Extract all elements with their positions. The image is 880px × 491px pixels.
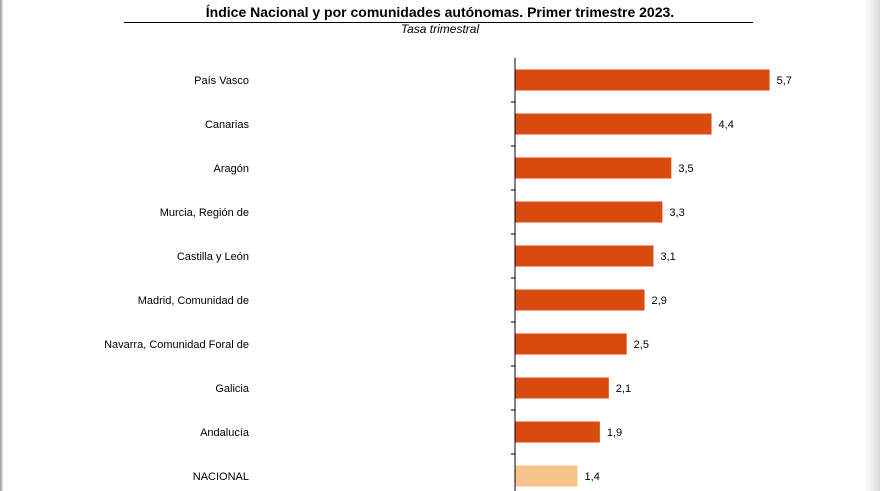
chart-subtitle: Tasa trimestral [400,22,480,36]
value-label-4: 3,1 [660,251,675,263]
value-label-3: 3,3 [669,207,684,219]
value-label-1: 4,4 [719,119,734,131]
category-label-6: Navarra, Comunidad Foral de [104,339,249,351]
value-label-2: 3,5 [678,163,693,175]
category-label-1: Canarias [205,119,250,131]
bar-3 [515,201,663,223]
bar-2 [515,157,672,179]
value-label-8: 1,9 [607,427,622,439]
category-label-4: Castilla y León [177,251,249,263]
bar-0 [515,69,770,91]
window-edge-left [0,0,3,491]
bar-4 [515,245,654,267]
value-label-0: 5,7 [777,75,792,87]
category-label-5: Madrid, Comunidad de [138,295,249,307]
bar-9 [515,465,578,487]
bar-6 [515,333,627,355]
bar-8 [515,421,600,443]
title-rule [124,22,753,23]
category-label-0: País Vasco [194,75,249,87]
bar-5 [515,289,645,311]
bar-7 [515,377,609,399]
category-label-3: Murcia, Región de [160,207,249,219]
category-label-2: Aragón [214,163,249,175]
chart-title: Índice Nacional y por comunidades autóno… [205,4,675,20]
category-label-8: Andalucía [200,427,250,439]
value-label-5: 2,9 [652,295,667,307]
bar-1 [515,113,712,135]
value-label-9: 1,4 [585,471,600,483]
window-edge-right [864,0,880,491]
value-label-7: 2,1 [616,383,631,395]
value-label-6: 2,5 [634,339,649,351]
category-label-9: NACIONAL [193,471,249,483]
category-label-7: Galicia [215,383,250,395]
